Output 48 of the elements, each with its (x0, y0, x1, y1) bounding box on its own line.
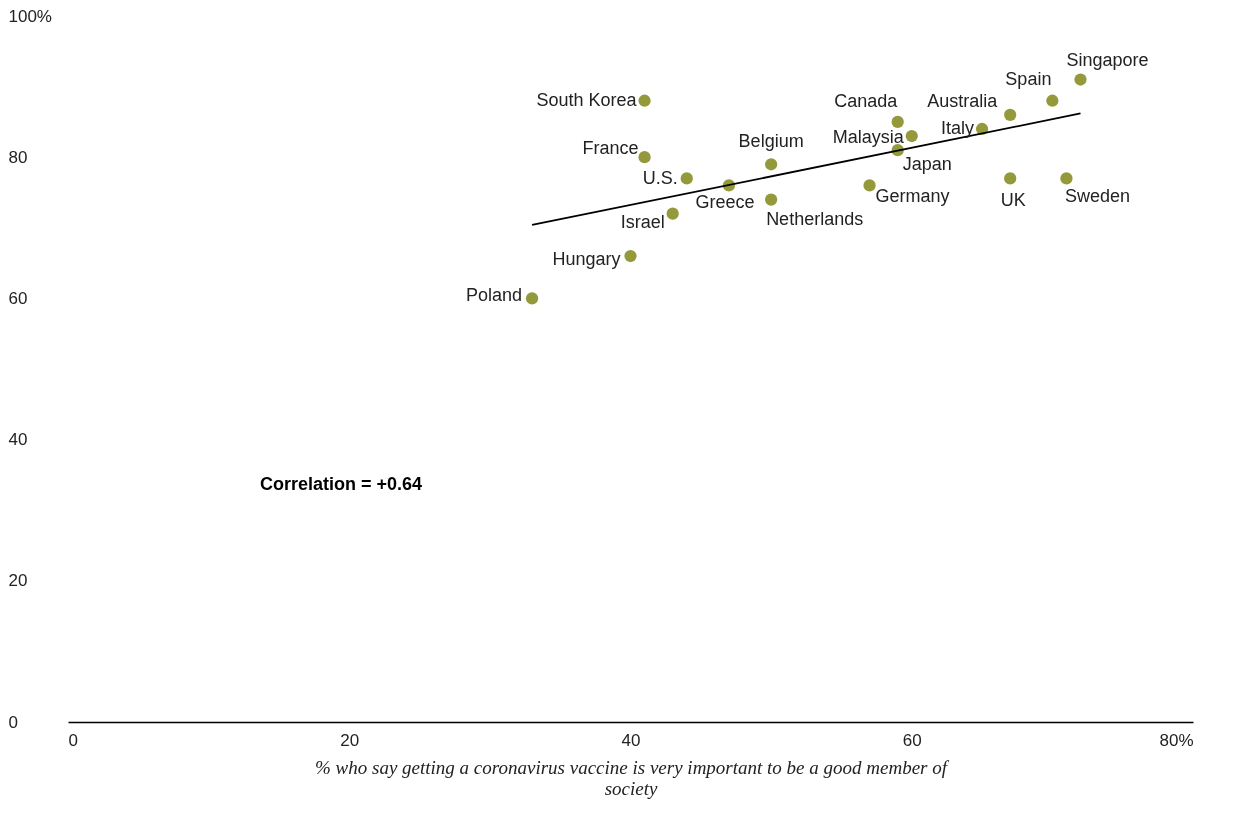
point (765, 193, 778, 206)
annotation: Australia (927, 90, 999, 111)
point (638, 151, 651, 164)
annotation: Netherlands (766, 208, 864, 229)
annotation: France (582, 138, 639, 159)
annotation: Italy (941, 117, 975, 138)
y-tick-label: 20 (8, 571, 28, 591)
point (1004, 108, 1017, 121)
point (1004, 172, 1017, 185)
annotation: Sweden (1064, 186, 1130, 207)
y-tick-label: 0 (8, 712, 18, 732)
annotation: Spain (1005, 68, 1052, 89)
annotation: Greece (695, 192, 755, 213)
point (680, 172, 693, 185)
x-tick-label: 20 (340, 730, 360, 750)
point (638, 94, 651, 107)
point (1060, 172, 1073, 185)
y-tick-label: 100% (8, 6, 52, 26)
annotation: Malaysia (832, 127, 905, 148)
point (891, 115, 904, 129)
annotation: Correlation = +0.64 (260, 474, 423, 494)
x-tick-label: 60 (902, 730, 922, 750)
point (624, 249, 637, 263)
annotation: UK (1000, 190, 1026, 211)
point (666, 207, 679, 220)
x-tick-label: 80% (1159, 730, 1194, 750)
annotation: Belgium (738, 131, 804, 152)
point (765, 158, 778, 171)
annotation: South Korea (536, 89, 638, 110)
x-tick-label: 40 (621, 730, 641, 750)
y-tick-label: 40 (8, 430, 28, 450)
annotation: Poland (466, 285, 523, 306)
annotation: Israel (620, 211, 665, 232)
annotation: Canada (834, 90, 899, 111)
x-tick-label: 0 (68, 730, 78, 750)
point (1046, 94, 1059, 107)
annotation: Singapore (1066, 49, 1149, 70)
x-axis-title: % who say getting a coronavirus vaccine is very important to be a good member of society (315, 756, 950, 799)
point (1074, 73, 1087, 86)
annotation: U.S. (642, 168, 678, 189)
annotation: Japan (902, 154, 952, 175)
y-tick-label: 60 (8, 288, 28, 308)
point (525, 292, 539, 305)
annotation: Germany (875, 186, 950, 207)
point (905, 129, 918, 143)
annotation: Hungary (552, 249, 621, 270)
point (863, 179, 876, 192)
y-tick-label: 80 (8, 147, 28, 167)
